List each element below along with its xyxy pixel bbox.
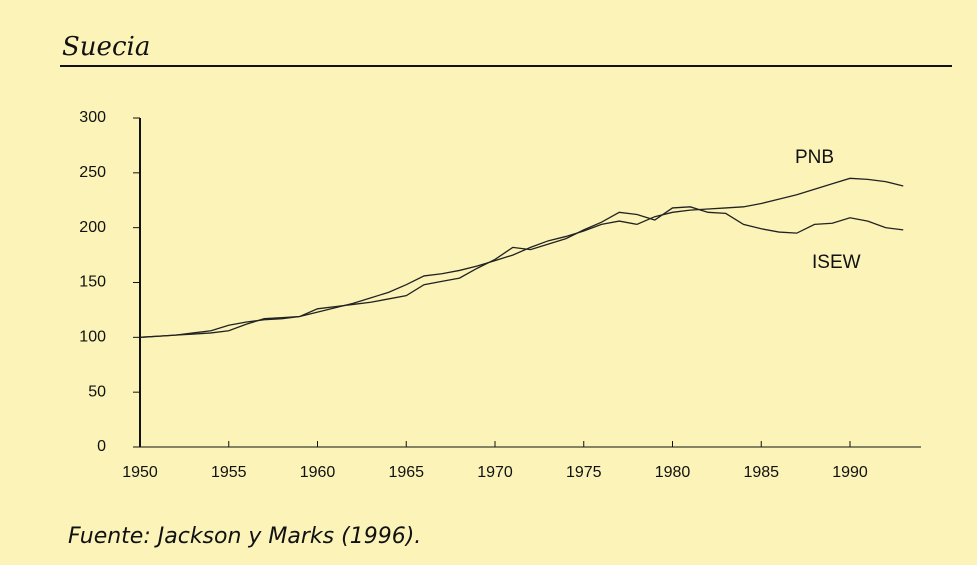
y-tick-label: 150	[79, 274, 106, 291]
source-note: Fuente: Jackson y Marks (1996).	[68, 524, 421, 549]
series-label: ISEW	[812, 252, 861, 273]
x-tick-label: 1975	[566, 464, 602, 481]
y-tick-label: 0	[97, 438, 106, 455]
series-line	[139, 206, 904, 338]
x-tick-label: 1955	[211, 464, 247, 481]
y-tick-label: 300	[79, 109, 106, 126]
x-tick-label: 1980	[655, 464, 691, 481]
chart-title: Suecia	[62, 32, 150, 62]
x-tick-label: 1970	[477, 464, 513, 481]
y-tick-label: 100	[79, 329, 106, 346]
series-line	[139, 177, 904, 338]
x-tick-label: 1990	[832, 464, 868, 481]
y-tick-label: 50	[88, 383, 106, 400]
x-tick-label: 1960	[300, 464, 336, 481]
y-tick-label: 250	[79, 164, 106, 181]
x-tick-label: 1985	[743, 464, 779, 481]
x-tick-label: 1950	[122, 464, 158, 481]
y-tick-label: 200	[79, 219, 106, 236]
series-label: PNB	[795, 147, 834, 168]
x-tick-label: 1965	[388, 464, 424, 481]
